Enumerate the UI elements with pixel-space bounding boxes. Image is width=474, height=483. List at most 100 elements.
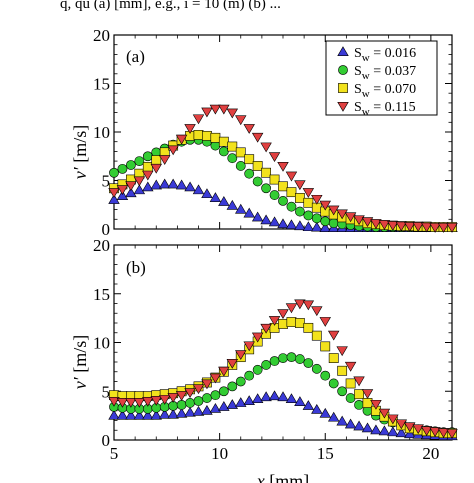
panel-b-marks <box>108 299 458 441</box>
point-a-s2 <box>109 167 119 178</box>
point-a-s1 <box>226 199 239 210</box>
point-b-s4 <box>387 414 399 425</box>
point-b-s2 <box>328 378 339 389</box>
point-a-s4 <box>353 215 365 226</box>
point-b-s3 <box>311 330 322 341</box>
point-b-s1 <box>175 407 188 418</box>
point-b-s1 <box>319 407 331 418</box>
point-b-s4 <box>235 350 247 360</box>
point-a-s4 <box>133 176 146 187</box>
point-b-s2 <box>252 364 263 375</box>
point-a-s1 <box>319 222 331 233</box>
point-a-s4 <box>116 185 129 196</box>
header-fragment: q, qu (a) [mm], e.g., i = 10 (m) (b) ... <box>60 0 281 12</box>
point-a-s4 <box>251 132 264 143</box>
point-a-s1 <box>125 187 137 198</box>
point-b-s2 <box>354 399 364 410</box>
point-a-s2 <box>311 213 322 224</box>
point-a-s4 <box>158 155 171 165</box>
point-a-s1 <box>285 219 298 230</box>
point-b-s1 <box>125 409 137 420</box>
point-a-s4 <box>209 104 222 115</box>
panel-b-ylabel: v′ [m/s] <box>70 335 90 389</box>
y-tick-label: 15 <box>93 285 110 304</box>
point-a-s2 <box>125 160 136 170</box>
point-a-s2 <box>218 146 229 157</box>
point-a-s1 <box>209 192 222 202</box>
point-a-s3 <box>252 161 263 171</box>
point-b-s1 <box>251 393 264 404</box>
point-b-s3 <box>328 353 339 363</box>
point-b-s1 <box>378 425 391 436</box>
point-a-s3 <box>202 130 212 141</box>
point-a-s1 <box>158 178 171 189</box>
point-b-s1 <box>218 401 230 411</box>
point-b-s4 <box>378 408 391 419</box>
point-a-s4 <box>327 205 340 216</box>
y-tick-label: 10 <box>93 334 110 353</box>
point-b-s1 <box>404 428 416 439</box>
point-b-s2 <box>311 363 322 374</box>
point-a-s4 <box>302 188 315 198</box>
point-b-s4 <box>353 376 365 387</box>
point-a-s3 <box>151 155 162 166</box>
legend-marker <box>338 65 348 75</box>
point-b-s2 <box>176 399 187 410</box>
point-a-s3 <box>142 162 153 172</box>
point-a-s4 <box>319 200 331 211</box>
point-b-s1 <box>158 408 171 419</box>
point-b-s2 <box>303 358 314 368</box>
point-b-s4 <box>277 309 289 320</box>
point-b-s1 <box>336 415 348 426</box>
point-a-s2 <box>235 161 246 171</box>
point-a-s4 <box>294 180 306 191</box>
point-a-s4 <box>192 114 205 125</box>
point-a-s1 <box>133 184 146 195</box>
point-a-s2 <box>142 151 153 162</box>
point-b-s4 <box>209 373 222 384</box>
y-tick-label: 5 <box>102 382 111 401</box>
point-b-s4 <box>395 419 408 430</box>
point-a-s1 <box>192 184 205 195</box>
point-b-s4 <box>285 303 298 314</box>
point-b-s4 <box>251 332 264 343</box>
point-a-s1 <box>302 221 315 232</box>
legend-label: Sw = 0.115 <box>354 100 416 118</box>
point-b-s1 <box>167 408 179 419</box>
point-b-s4 <box>142 397 154 407</box>
point-a-s4 <box>336 209 348 220</box>
y-tick-label: 10 <box>93 123 110 142</box>
point-b-s1 <box>209 403 222 413</box>
point-a-s1 <box>243 207 255 218</box>
point-a-s4 <box>167 145 179 156</box>
point-a-s3 <box>218 136 229 147</box>
point-a-s1 <box>184 181 196 192</box>
point-a-s3 <box>286 187 297 198</box>
point-b-s3 <box>278 319 288 329</box>
point-a-s1 <box>142 181 154 192</box>
y-tick-label: 0 <box>102 220 111 239</box>
point-a-s1 <box>251 211 264 222</box>
point-b-s3 <box>294 318 305 328</box>
point-b-s3 <box>354 389 364 400</box>
point-a-s3 <box>244 154 255 165</box>
point-b-s4 <box>268 316 281 326</box>
panel-a-ylabel: v′ [m/s] <box>70 125 90 179</box>
point-b-s4 <box>327 330 340 341</box>
point-b-s1 <box>395 427 408 438</box>
point-a-s1 <box>260 214 272 225</box>
point-a-s3 <box>269 174 280 185</box>
point-b-s4 <box>218 366 230 377</box>
point-a-s4 <box>235 115 247 126</box>
point-a-s2 <box>278 195 288 206</box>
point-b-s1 <box>150 409 162 420</box>
point-a-s4 <box>420 222 433 233</box>
point-a-s4 <box>243 124 255 134</box>
legend-marker <box>337 46 349 56</box>
legend-label: Sw = 0.016 <box>354 46 416 64</box>
point-a-s1 <box>218 196 230 206</box>
point-b-s4 <box>201 379 213 390</box>
